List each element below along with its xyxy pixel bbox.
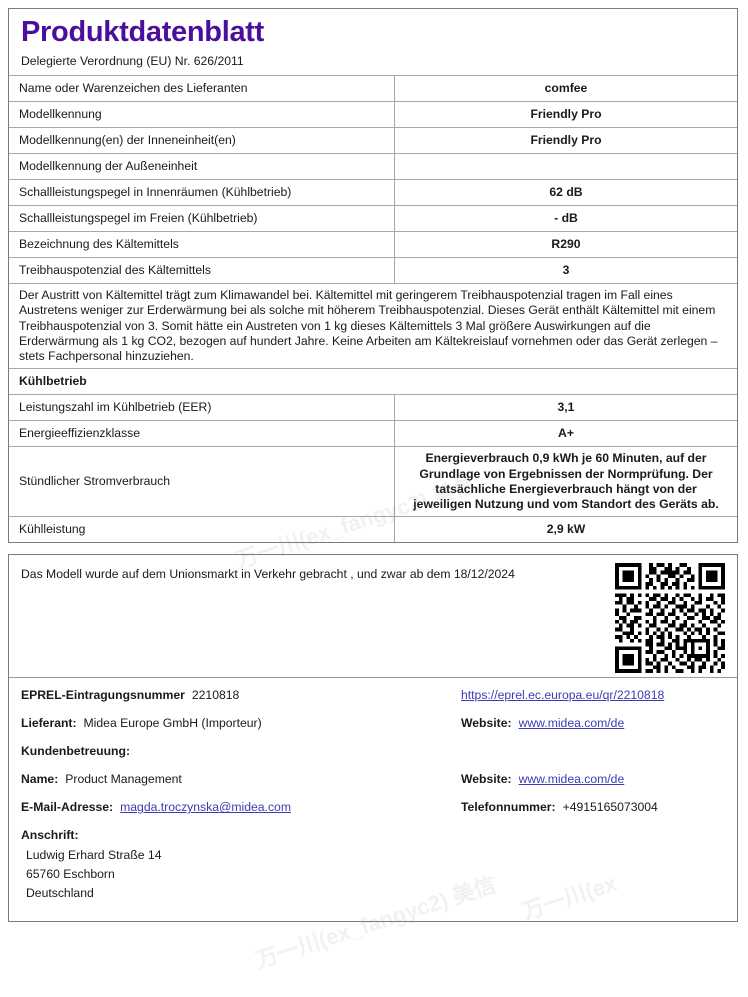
eprel-url-link[interactable]: https://eprel.ec.europa.eu/qr/2210818 [461,688,665,703]
market-placement-line: Das Modell wurde auf dem Unionsmarkt in … [21,567,515,582]
address-label: Anschrift: [21,828,79,843]
table-row: Treibhauspotenzial des Kältemittels 3 [9,257,737,284]
row-label: Energieeffizienzklasse [9,420,395,447]
regulation-subtitle: Delegierte Verordnung (EU) Nr. 626/2011 [21,54,244,69]
eprel-row: EPREL-Eintragungsnummer 2210818 https://… [21,688,725,702]
table-row: Leistungszahl im Kühlbetrieb (EER) 3,1 [9,394,737,421]
refrigerant-note-row: Der Austritt von Kältemittel trägt zum K… [9,283,737,369]
row-label: Schallleistungspegel in Innenräumen (Küh… [9,179,395,206]
row-value: comfee [394,75,737,102]
phone-value: +4915165073004 [562,800,658,815]
table-row: Modellkennung der Außeneinheit [9,153,737,180]
row-value: Friendly Pro [394,101,737,128]
registration-section: Das Modell wurde auf dem Unionsmarkt in … [9,555,737,677]
row-value: Friendly Pro [394,127,737,154]
address-line: Deutschland [26,886,94,901]
row-label: Kühlleistung [9,516,395,543]
support-website-link[interactable]: www.midea.com/de [518,772,625,787]
refrigerant-note: Der Austritt von Kältemittel trägt zum K… [9,283,737,369]
supplier-website-label: Website: [461,716,512,731]
section-heading-cooling: Kühlbetrieb [9,368,737,395]
page-title: Produktdatenblatt [21,16,265,48]
hourly-consumption-row: Stündlicher Stromverbrauch Energieverbra… [9,446,737,517]
section-heading-row: Kühlbetrieb [9,368,737,395]
table-row: Name oder Warenzeichen des Lieferanten c… [9,75,737,102]
registration-contact-box: Das Modell wurde auf dem Unionsmarkt in … [8,554,738,923]
row-label: Modellkennung(en) der Inneneinheit(en) [9,127,395,154]
row-label: Treibhauspotenzial des Kältemittels [9,257,395,284]
specification-table: Name oder Warenzeichen des Lieferanten c… [9,75,737,543]
email-link[interactable]: magda.troczynska@midea.com [120,800,291,815]
table-row: Schallleistungspegel in Innenräumen (Küh… [9,179,737,206]
supplier-row: Lieferant: Midea Europe GmbH (Importeur)… [21,716,725,730]
address-block: Anschrift: Ludwig Erhard Straße 14 65760… [21,828,725,903]
row-value: 3,1 [394,394,737,421]
email-phone-row: E-Mail-Adresse: magda.troczynska@midea.c… [21,800,725,814]
qr-code-icon[interactable] [615,563,725,674]
row-value [394,153,737,180]
table-row: Bezeichnung des Kältemittels R290 [9,231,737,258]
email-label: E-Mail-Adresse: [21,800,114,815]
row-label: Modellkennung der Außeneinheit [9,153,395,180]
support-name-row: Name: Product Management Website: www.mi… [21,772,725,786]
address-line: Ludwig Erhard Straße 14 [26,848,162,863]
table-row: Schallleistungspegel im Freien (Kühlbetr… [9,205,737,232]
support-heading-row: Kundenbetreuung: [21,744,725,758]
document-header: Produktdatenblatt Delegierte Verordnung … [9,9,737,75]
row-value: - dB [394,205,737,232]
row-value: R290 [394,231,737,258]
row-label: Schallleistungspegel im Freien (Kühlbetr… [9,205,395,232]
supplier-value: Midea Europe GmbH (Importeur) [83,716,262,731]
table-row: Kühlleistung 2,9 kW [9,516,737,543]
phone-label: Telefonnummer: [461,800,556,815]
support-website-label: Website: [461,772,512,787]
table-row: Modellkennung(en) der Inneneinheit(en) F… [9,127,737,154]
row-value: 2,9 kW [394,516,737,543]
name-value: Product Management [65,772,182,787]
row-label: Bezeichnung des Kältemittels [9,231,395,258]
customer-support-heading: Kundenbetreuung: [21,744,130,759]
specification-box: Produktdatenblatt Delegierte Verordnung … [8,8,738,544]
contact-section: EPREL-Eintragungsnummer 2210818 https://… [9,678,737,915]
table-row: Modellkennung Friendly Pro [9,101,737,128]
row-value: 62 dB [394,179,737,206]
eprel-value: 2210818 [191,688,240,703]
name-label: Name: [21,772,59,787]
row-label: Modellkennung [9,101,395,128]
supplier-label: Lieferant: [21,716,77,731]
row-label: Name oder Warenzeichen des Lieferanten [9,75,395,102]
eprel-label: EPREL-Eintragungsnummer [21,688,185,703]
supplier-website-link[interactable]: www.midea.com/de [518,716,625,731]
row-value: 3 [394,257,737,284]
row-value: A+ [394,420,737,447]
address-line: 65760 Eschborn [26,867,115,882]
footer-divider [9,677,737,679]
row-value: Energieverbrauch 0,9 kWh je 60 Minuten, … [394,446,737,517]
row-label: Stündlicher Stromverbrauch [9,446,395,517]
row-label: Leistungszahl im Kühlbetrieb (EER) [9,394,395,421]
table-row: Energieeffizienzklasse A+ [9,420,737,447]
